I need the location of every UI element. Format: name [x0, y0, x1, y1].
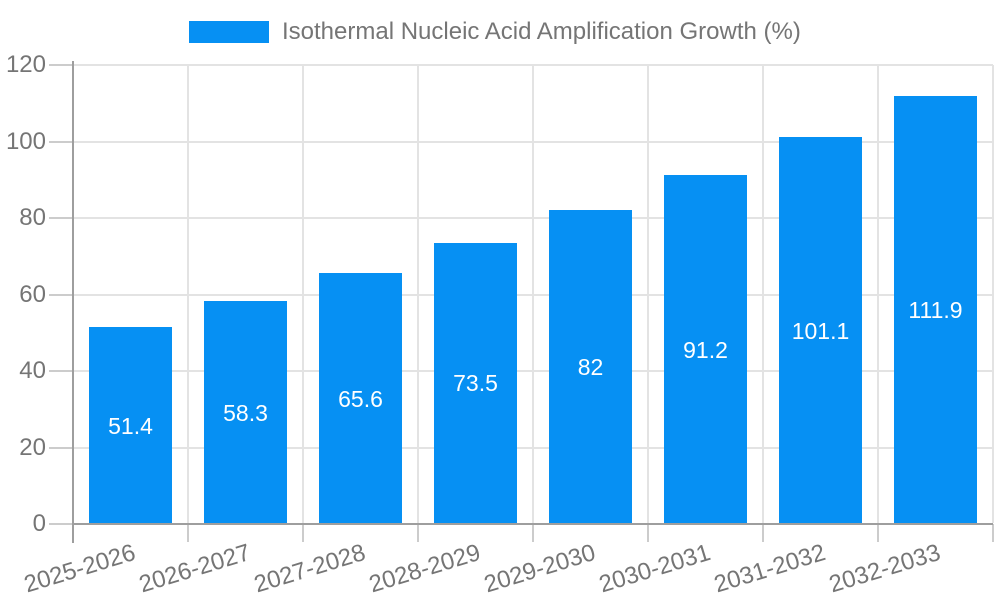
v-gridline: [187, 65, 189, 523]
y-axis-label: 80: [19, 204, 46, 231]
x-tick: [187, 524, 189, 542]
bar-value-label: 65.6: [338, 385, 383, 412]
v-gridline: [762, 65, 764, 523]
legend-label: Isothermal Nucleic Acid Amplification Gr…: [282, 18, 801, 45]
bar-value-label: 58.3: [223, 399, 268, 426]
bar-value-label: 82: [577, 354, 604, 381]
legend-swatch-icon: [189, 21, 269, 43]
y-tick: [49, 370, 73, 372]
bar: [549, 210, 632, 523]
v-gridline: [302, 65, 304, 523]
bar: [779, 137, 862, 523]
y-axis-line: [72, 61, 74, 543]
x-tick: [532, 524, 534, 542]
x-tick: [877, 524, 879, 542]
bar: [664, 175, 747, 523]
y-axis-label: 120: [5, 51, 46, 78]
y-tick: [49, 217, 73, 219]
bar-value-label: 51.4: [108, 412, 153, 439]
bar: [204, 301, 287, 523]
v-gridline: [532, 65, 534, 523]
y-tick: [49, 293, 73, 296]
legend-item[interactable]: Isothermal Nucleic Acid Amplification Gr…: [189, 19, 801, 45]
x-tick: [647, 524, 649, 542]
v-gridline: [647, 65, 649, 523]
bar-value-label: 91.2: [683, 336, 728, 363]
bar-value-label: 73.5: [453, 370, 498, 397]
x-tick: [992, 524, 994, 542]
y-tick: [49, 64, 73, 66]
y-axis-label: 60: [19, 280, 46, 308]
bar: [89, 327, 172, 523]
x-tick: [302, 524, 304, 542]
y-tick: [49, 140, 73, 143]
x-axis-line: [72, 523, 993, 525]
y-axis-label: 100: [5, 127, 46, 155]
y-axis-label: 0: [32, 510, 46, 537]
x-tick: [762, 524, 764, 542]
bar: [319, 273, 402, 523]
y-axis-label: 20: [19, 433, 46, 461]
bar-value-label: 111.9: [908, 296, 963, 323]
y-tick: [49, 446, 73, 449]
bar: [894, 95, 977, 523]
bar: [434, 242, 517, 523]
v-gridline: [417, 65, 419, 523]
bar-value-label: 101.1: [791, 317, 850, 344]
v-gridline: [877, 65, 879, 523]
v-gridline: [992, 65, 994, 523]
y-axis-label: 40: [19, 357, 46, 384]
x-tick: [417, 524, 419, 542]
y-tick: [49, 523, 73, 525]
